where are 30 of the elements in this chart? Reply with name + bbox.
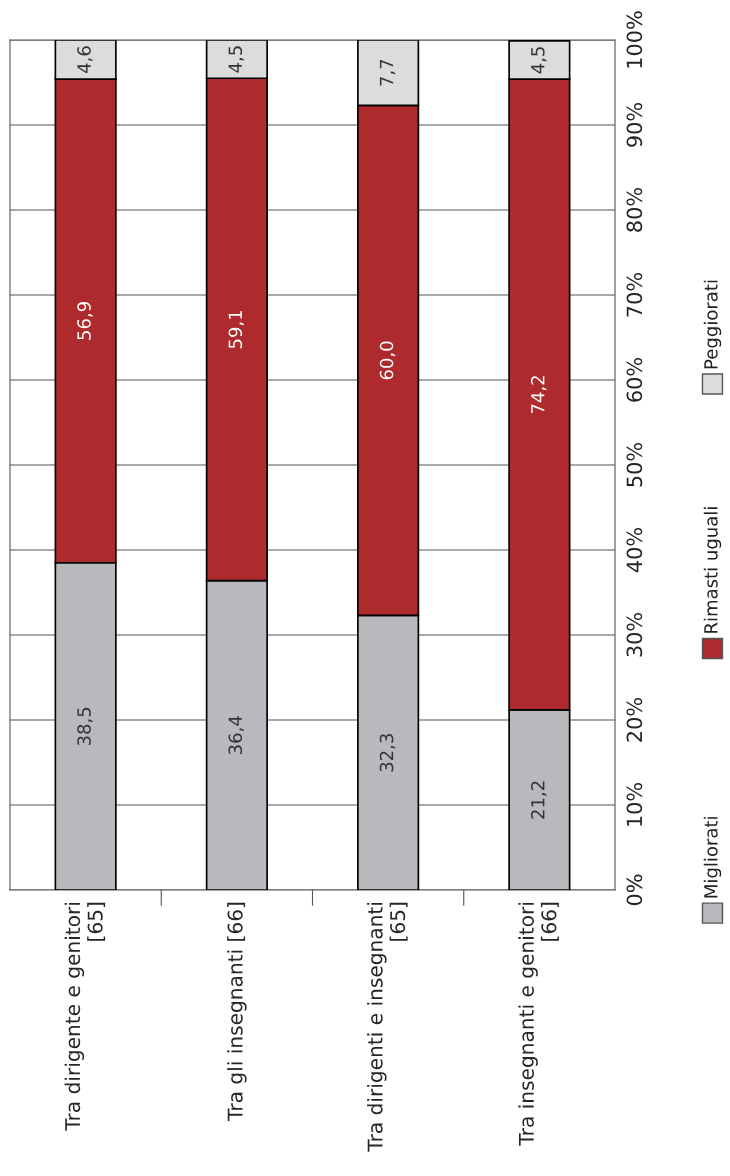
y-tick-label: 70%	[626, 273, 643, 317]
text: Rimasti uguali	[703, 507, 722, 633]
x-tick-label: Tra dirigenti e insegnanti [65]	[367, 902, 408, 1152]
y-tick-label: 10%	[626, 783, 643, 826]
y-tick-label: 30%	[626, 613, 643, 657]
data-label: 74,2	[530, 376, 547, 414]
data-label: 32,3	[379, 734, 396, 772]
y-tick-label: 100%	[626, 11, 643, 68]
data-label: 59,1	[228, 310, 244, 349]
data-label: 4,6	[77, 46, 93, 74]
x-tick-label: Tra dirigente e genitori [65]	[64, 902, 106, 1131]
x-tick-label: Tra insegnanti e genitori [66]	[518, 902, 559, 1146]
data-label: 7,7	[379, 59, 396, 86]
y-tick-label: 50%	[626, 443, 643, 487]
data-label: 60,0	[379, 341, 396, 380]
data-label: 36,4	[228, 716, 244, 755]
data-label: 56,9	[77, 302, 93, 340]
data-label: 4,5	[228, 46, 244, 73]
y-tick-label: 40%	[626, 528, 643, 573]
y-tick-label: 90%	[626, 103, 643, 147]
y-tick-label: 80%	[626, 188, 643, 232]
text: Migliorati	[703, 817, 722, 898]
x-tick-label: Tra gli insegnanti [66]	[227, 902, 247, 1122]
data-label: 38,5	[77, 707, 93, 746]
y-tick-label: 20%	[626, 698, 643, 742]
text: Peggiorati	[703, 280, 722, 369]
data-label: 4,5	[531, 47, 547, 74]
y-tick-label: 60%	[626, 358, 643, 402]
y-tick-label: 0%	[626, 874, 643, 906]
data-label: 21,2	[530, 781, 547, 819]
